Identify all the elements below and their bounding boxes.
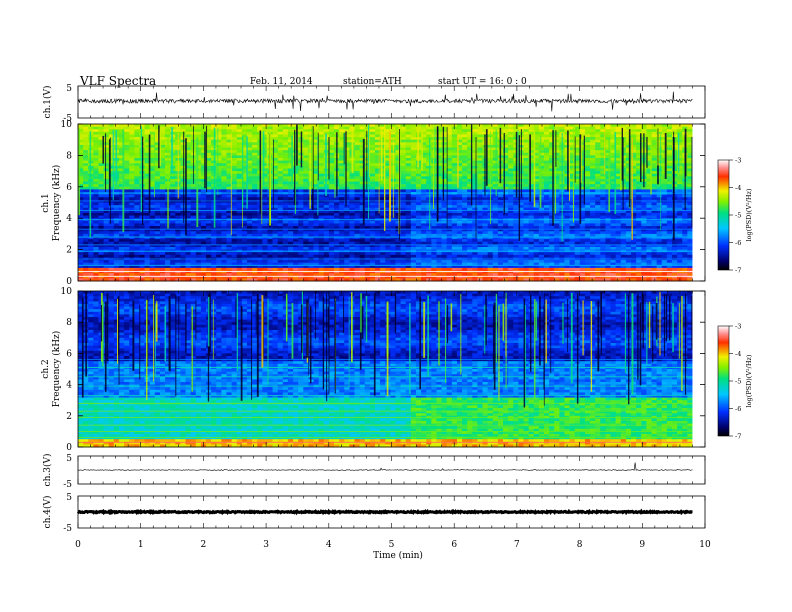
colorbar-tick-label: -5 [735, 212, 741, 220]
spec2-ylabel-ch: ch.2 [41, 359, 51, 378]
time-tick-label: 10 [699, 540, 711, 550]
time-tick-label: 6 [451, 540, 457, 550]
colorbar-tick-label: -7 [735, 267, 741, 275]
ch1-ylabel: ch.1(V) [42, 86, 53, 119]
ch3-waveform [77, 462, 693, 471]
colorbar-tick-label: -6 [735, 405, 741, 413]
ch3-ytick-top: 5 [66, 454, 72, 464]
time-tick-label: 1 [138, 540, 144, 550]
colorbar-tick-label: -7 [735, 433, 741, 441]
colorbar-ch2: -3 -4 -5 -6 -7 log(PSD)(V²/Hz) [717, 323, 753, 441]
time-tick-label: 2 [201, 540, 207, 550]
spectrogram-ch2: 0 2 4 6 8 10 ch.2 Frequency (kHz) [41, 287, 706, 453]
freq-tick-label: 4 [66, 381, 72, 391]
time-axis-ticks [77, 86, 706, 528]
spec2-ylabel-freq: Frequency (kHz) [51, 331, 62, 408]
freq-tick-label: 2 [66, 246, 72, 256]
freq-tick-label: 10 [61, 120, 73, 130]
start-time-label: start UT = 16: 0 : 0 [438, 77, 527, 87]
colorbar2-label: log(PSD)(V²/Hz) [745, 354, 753, 407]
time-axis-labels: 0 1 2 3 4 5 6 7 8 9 10 [75, 540, 711, 550]
time-tick-label: 9 [639, 540, 645, 550]
time-tick-label: 8 [577, 540, 583, 550]
spectrogram-ch1: 0 2 4 6 8 10 ch.1 Frequency (kHz) [41, 120, 706, 287]
time-axis-label: Time (min) [373, 550, 423, 561]
ch4-ytick-bottom: -5 [63, 524, 72, 534]
colorbar-tick-label: -5 [735, 378, 741, 386]
ch4-panel: 5 -5 ch.4(V) [42, 493, 706, 534]
ch1-ytick-top: 5 [66, 84, 72, 94]
colorbar-tick-label: -6 [735, 239, 741, 247]
colorbar-tick-label: -4 [735, 184, 741, 192]
ch3-ytick-bottom: -5 [63, 480, 72, 490]
ch4-waveform [76, 508, 693, 516]
colorbar-tick-label: -3 [735, 157, 741, 165]
time-tick-label: 5 [389, 540, 395, 550]
freq-tick-label: 0 [66, 443, 72, 453]
figure-title: VLF Spectra [79, 74, 156, 88]
date-label: Feb. 11, 2014 [250, 77, 313, 87]
freq-tick-label: 8 [66, 318, 72, 328]
spec1-ylabel-freq: Frequency (kHz) [51, 165, 62, 242]
colorbar-tick-label: -3 [735, 323, 741, 331]
spec1-ylabel-ch: ch.1 [41, 193, 51, 212]
time-tick-label: 7 [514, 540, 520, 550]
freq-tick-label: 6 [66, 183, 72, 193]
ch3-panel: 5 -5 ch.3(V) [42, 454, 706, 490]
colorbar-ch1: -3 -4 -5 -6 -7 log(PSD)(V²/Hz) [717, 157, 753, 275]
time-tick-label: 0 [75, 540, 81, 550]
ch3-ylabel: ch.3(V) [42, 454, 53, 487]
colorbar1-label: log(PSD)(V²/Hz) [745, 188, 753, 241]
time-tick-label: 3 [263, 540, 269, 550]
ch4-ylabel: ch.4(V) [42, 496, 53, 529]
freq-tick-label: 8 [66, 151, 72, 161]
freq-tick-label: 2 [66, 412, 72, 422]
ch1-ytick-bottom: -5 [63, 114, 72, 124]
station-label: station=ATH [343, 77, 402, 87]
time-tick-label: 4 [326, 540, 332, 550]
freq-tick-label: 6 [66, 349, 72, 359]
freq-tick-label: 10 [61, 287, 73, 297]
ch4-ytick-top: 5 [66, 493, 72, 503]
ch1-waveform [77, 91, 693, 112]
colorbar-tick-label: -4 [735, 350, 741, 358]
ch1-panel: 5 -5 ch.1(V) [42, 84, 706, 124]
freq-tick-label: 0 [66, 277, 72, 287]
freq-tick-label: 4 [66, 214, 72, 224]
